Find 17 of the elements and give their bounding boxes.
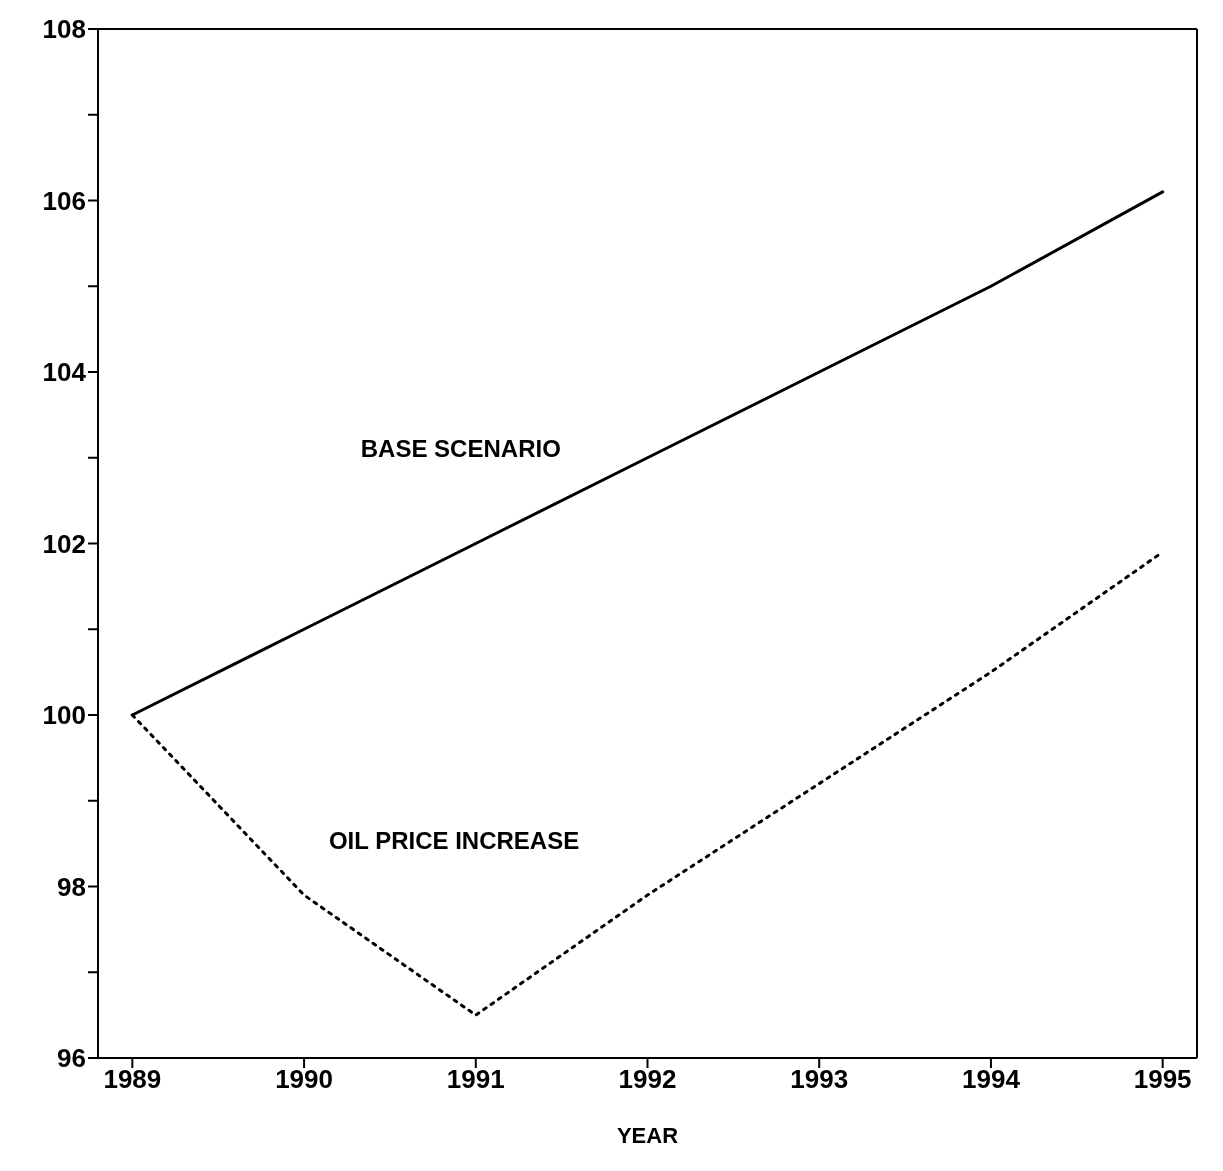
x-axis-title: YEAR — [616, 1123, 679, 1148]
y-tick-label: 96 — [57, 1043, 86, 1074]
x-tick-label: 1992 — [618, 1064, 677, 1095]
x-tick-label: 1989 — [103, 1064, 162, 1095]
y-tick-label: 108 — [42, 14, 86, 45]
y-tick-label: 104 — [42, 357, 87, 388]
x-tick-label: 1995 — [1133, 1064, 1192, 1095]
series-label: OIL PRICE INCREASE — [328, 826, 580, 854]
y-tick-label: 98 — [57, 871, 86, 902]
series-label: BASE SCENARIO — [360, 435, 561, 463]
y-tick-label: 102 — [42, 528, 86, 559]
y-tick-label: 100 — [42, 700, 86, 731]
x-tick-label: 1993 — [790, 1064, 849, 1095]
y-tick-label: 106 — [42, 185, 86, 216]
x-tick-label: 1994 — [962, 1064, 1021, 1095]
x-tick-label: 1991 — [446, 1064, 505, 1095]
x-tick-label: 1990 — [275, 1064, 333, 1095]
